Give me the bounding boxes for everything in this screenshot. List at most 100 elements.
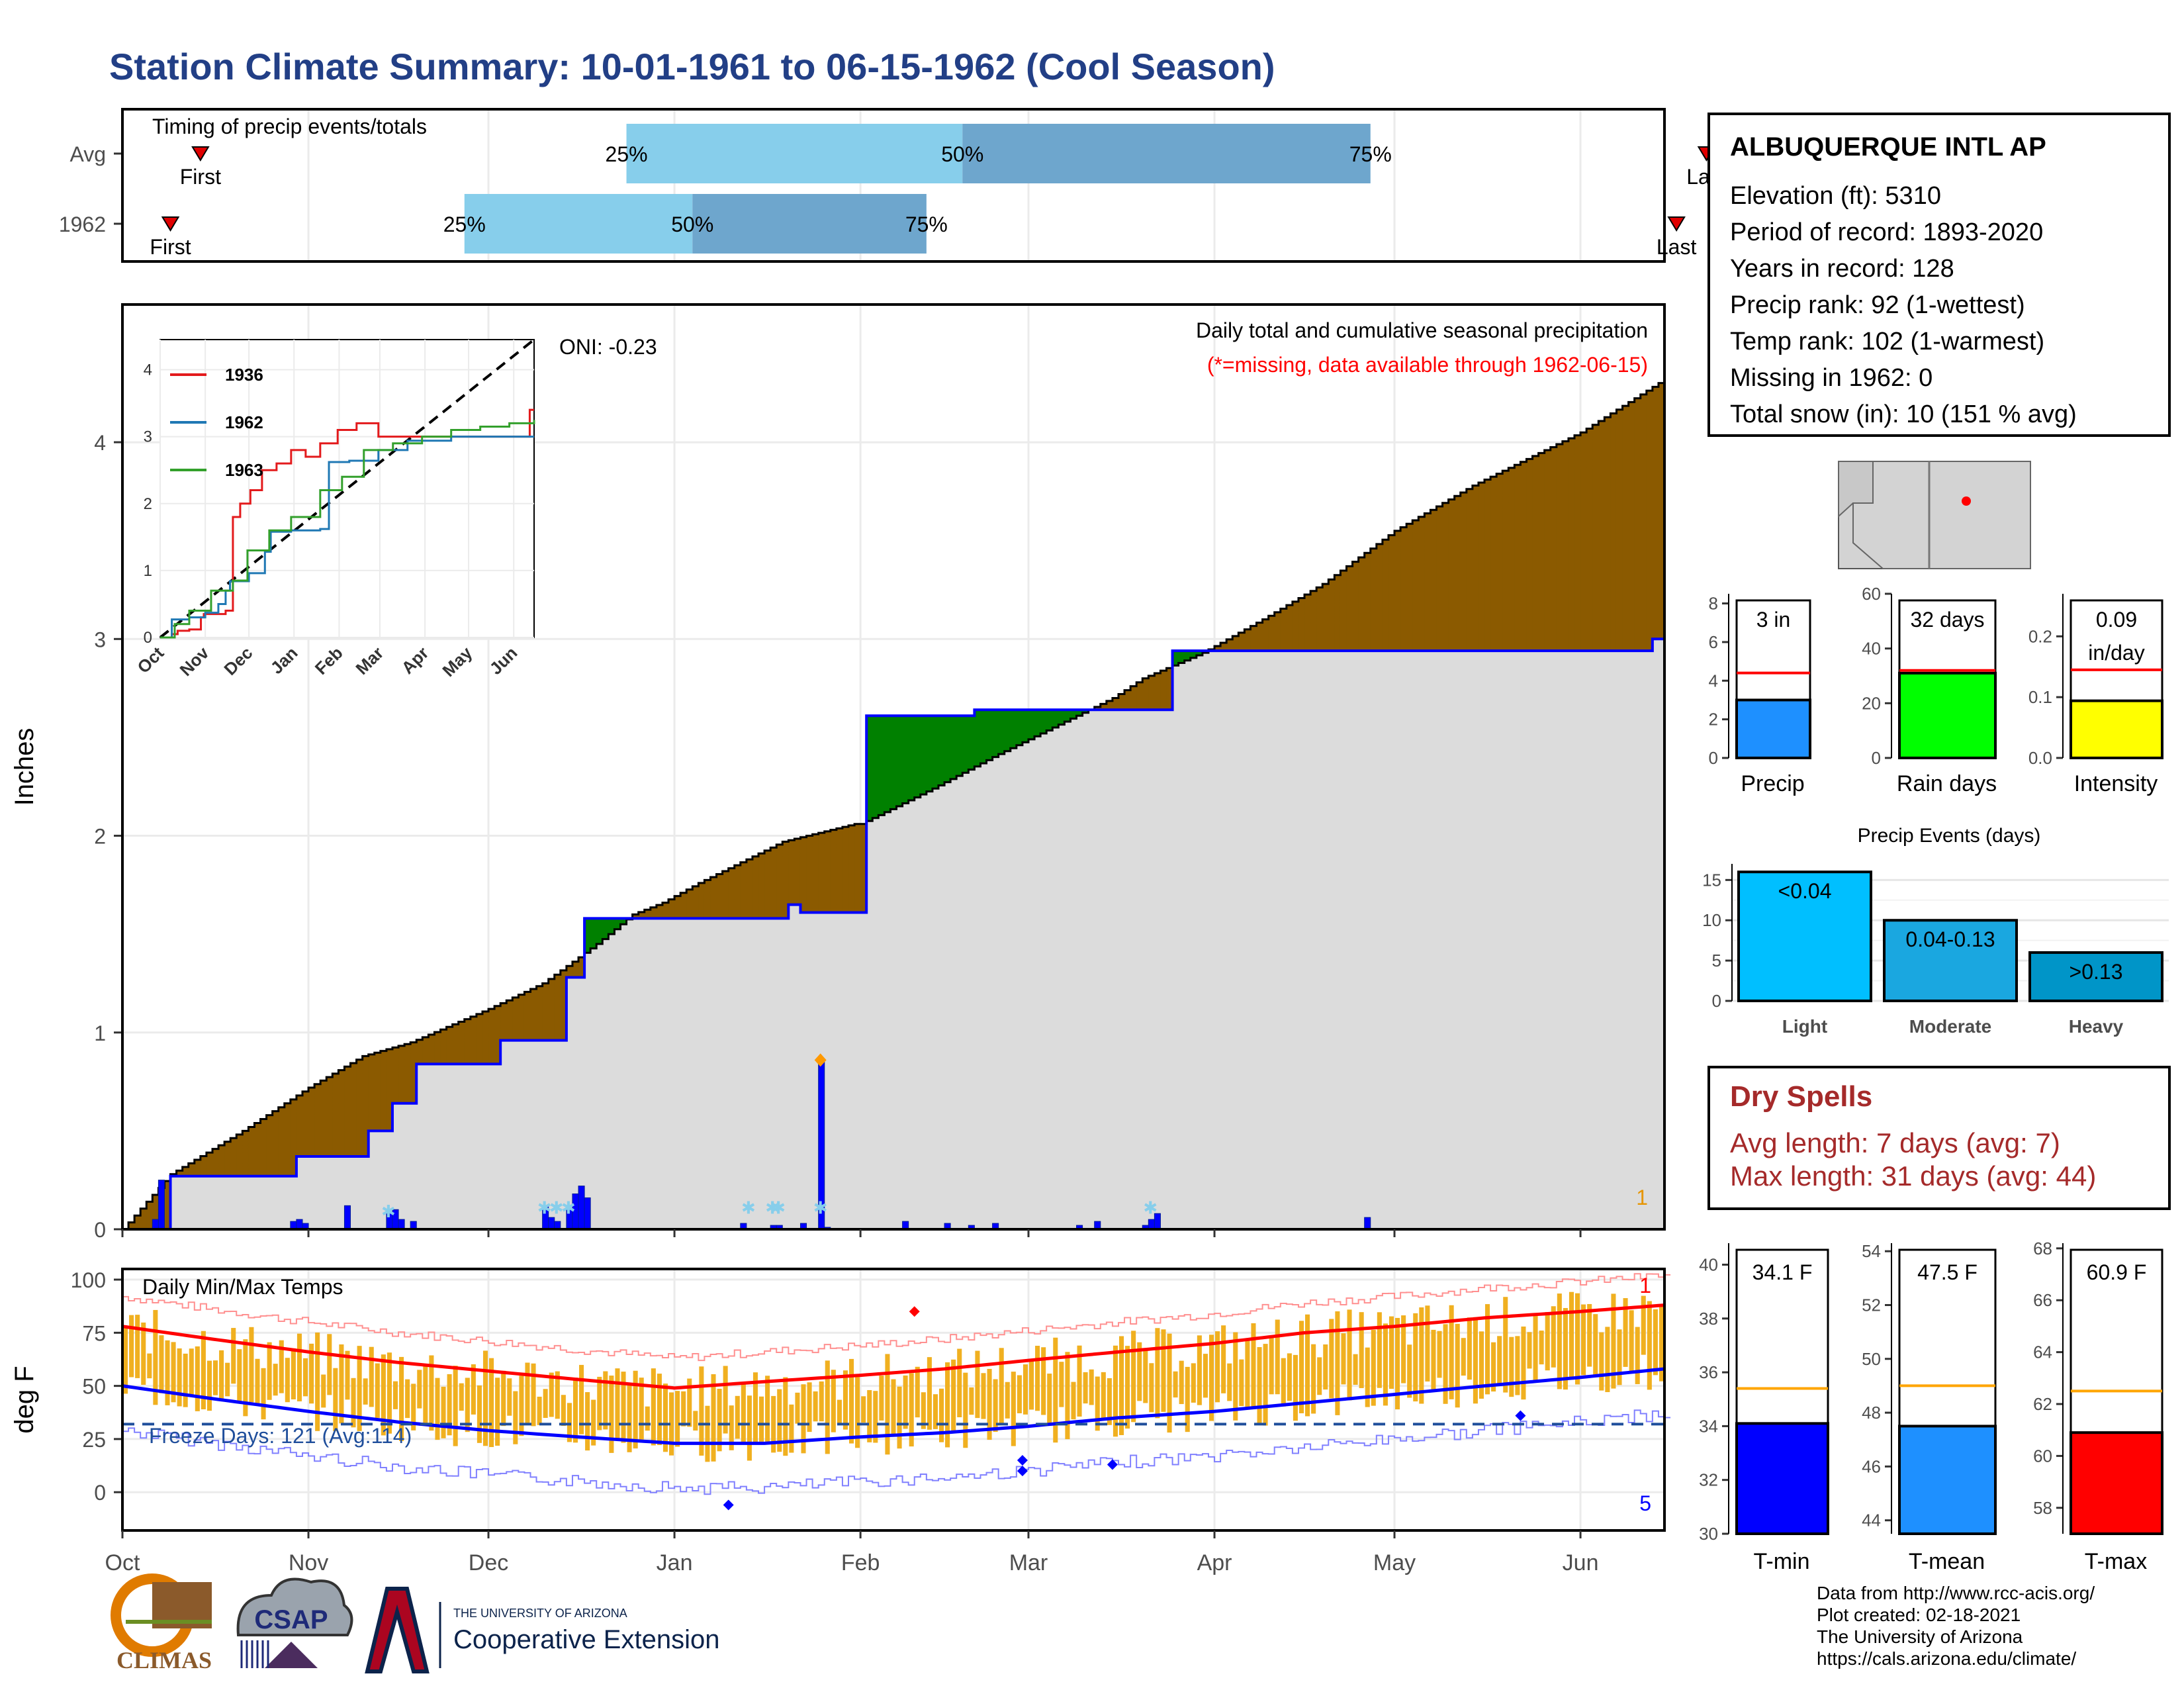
tsum-value-label: 34.1 F [1752, 1260, 1813, 1284]
temp-daily-bar [369, 1346, 374, 1407]
tsum-ytick-label: 46 [1862, 1456, 1881, 1476]
timing-bar-25-50 [626, 124, 963, 183]
temp-daily-bar [1041, 1347, 1046, 1415]
temp-daily-bar [1233, 1332, 1238, 1421]
temp-daily-bar [531, 1363, 536, 1427]
temp-border [121, 1268, 1666, 1532]
inset-legend-label: 1962 [225, 412, 263, 432]
temp-daily-bar [855, 1377, 860, 1448]
temp-daily-bar [873, 1391, 878, 1443]
temp-daily-bar [1383, 1323, 1388, 1406]
temp-daily-bar [1065, 1352, 1070, 1440]
temp-daily-bar [1419, 1307, 1424, 1404]
temp-ytick-label: 0 [94, 1481, 106, 1505]
dry-spells-box: Dry Spells Avg length: 7 days (avg: 7) M… [1707, 1066, 2171, 1210]
temp-daily-bar [555, 1371, 560, 1419]
temp-daily-bar [615, 1368, 620, 1440]
tsum-ytick-label: 36 [1699, 1362, 1718, 1382]
timing-p25-label: 25% [443, 212, 486, 236]
precip-grey-under [122, 639, 1664, 1229]
summary-ytick-label: 8 [1709, 594, 1718, 614]
timing-p25-label: 25% [606, 142, 648, 166]
temp-daily-bar [975, 1350, 980, 1419]
temp-daily-bar [1659, 1304, 1664, 1382]
temp-daily-bar [321, 1374, 326, 1408]
temp-month-label: Dec [469, 1550, 508, 1575]
temp-daily-bar [309, 1343, 314, 1404]
temp-daily-bar [891, 1379, 896, 1434]
temp-daily-bar [543, 1389, 548, 1418]
temp-daily-bar [183, 1353, 188, 1407]
temp-daily-bar [597, 1376, 602, 1430]
temp-month-label: May [1373, 1550, 1416, 1575]
temp-daily-bar [735, 1395, 740, 1439]
tsum-ytick-label: 52 [1862, 1295, 1881, 1315]
temp-daily-bar [489, 1358, 494, 1448]
summary-label: Intensity [2074, 771, 2158, 796]
temp-daily-bar [561, 1395, 566, 1427]
temp-daily-bar [1317, 1357, 1322, 1395]
temp-daily-bar [1365, 1347, 1370, 1407]
temp-ytick-label: 25 [82, 1428, 106, 1452]
events-bin-label: 0.04-0.13 [1905, 927, 1995, 951]
temp-daily-bar [969, 1387, 974, 1415]
tsum-ytick-label: 48 [1862, 1403, 1881, 1423]
temp-daily-bar [1515, 1336, 1520, 1395]
temp-daily-bar [1359, 1312, 1364, 1388]
temp-daily-bar [1545, 1312, 1550, 1371]
precip-snow-marker: ✱ [771, 1197, 786, 1217]
temp-daily-bar [1605, 1327, 1610, 1393]
temp-daily-bar [1503, 1297, 1508, 1393]
temp-daily-bar [1113, 1345, 1118, 1437]
tsum-ytick-label: 64 [2033, 1342, 2052, 1362]
temp-daily-bar [1388, 1316, 1394, 1389]
temp-month-label: Apr [1197, 1550, 1232, 1575]
tsum-ytick-label: 38 [1699, 1309, 1718, 1329]
precip-daily-bar [296, 1219, 303, 1230]
temp-daily-bar [1269, 1335, 1274, 1395]
temp-daily-bar [1611, 1293, 1616, 1389]
temp-ytick-label: 75 [82, 1321, 106, 1345]
temp-daily-bar [1245, 1340, 1250, 1407]
timing-row-label: Avg [69, 142, 106, 166]
temp-daily-bar [291, 1348, 296, 1399]
temp-daily-bar [771, 1395, 776, 1453]
temp-daily-bar [537, 1396, 542, 1425]
station-elevation: Elevation (ft): 5310 [1730, 182, 1941, 210]
temp-daily-bar [1167, 1333, 1172, 1433]
temp-daily-bar [1137, 1342, 1142, 1401]
temp-daily-bar [1023, 1364, 1028, 1415]
temp-daily-bar [212, 1360, 218, 1395]
precip-daily-bar [158, 1180, 165, 1230]
temp-daily-bar [399, 1356, 404, 1441]
tsum-bar [1735, 1422, 1829, 1535]
temp-daily-bar [165, 1340, 170, 1405]
temp-panel: 0 25 50 75 100 deg F Daily Min/Max Temps Freeze… [10, 1268, 1671, 1575]
tsum-value-label: 47.5 F [1917, 1260, 1978, 1284]
temp-daily-bar [302, 1358, 308, 1397]
precip-ytick-label: 2 [94, 825, 106, 849]
precip-ytick-label: 0 [94, 1218, 106, 1242]
temp-daily-bar [1197, 1335, 1202, 1405]
csap-logo-cloud [236, 1577, 353, 1636]
temp-daily-bar [633, 1370, 638, 1449]
temp-month-label: Jan [657, 1550, 693, 1575]
precip-summary-bars: 0 2 4 6 8 3 in Precip 0 20 40 60 32 days Rain days 0.… [1709, 584, 2169, 796]
temp-daily-bar [567, 1403, 572, 1442]
temp-month-label: Feb [841, 1550, 880, 1575]
temp-daily-bar [333, 1368, 338, 1432]
temp-daily-bar [1101, 1372, 1106, 1419]
temp-daily-bar [957, 1348, 962, 1418]
temp-record-marker [1107, 1459, 1118, 1470]
temp-daily-bar [867, 1389, 872, 1442]
temp-daily-bar [885, 1354, 890, 1455]
temp-avg-min-line [122, 1367, 1665, 1445]
temp-daily-bar [153, 1309, 158, 1405]
tsum-bar [1898, 1425, 1997, 1536]
temp-daily-bar [1149, 1363, 1154, 1413]
temp-daily-bar [789, 1404, 794, 1453]
temp-daily-bar [261, 1368, 266, 1420]
temp-daily-bar [645, 1406, 650, 1431]
temp-daily-bar [1071, 1382, 1076, 1420]
station-snow: Total snow (in): 10 (151 % avg) [1730, 400, 2077, 428]
